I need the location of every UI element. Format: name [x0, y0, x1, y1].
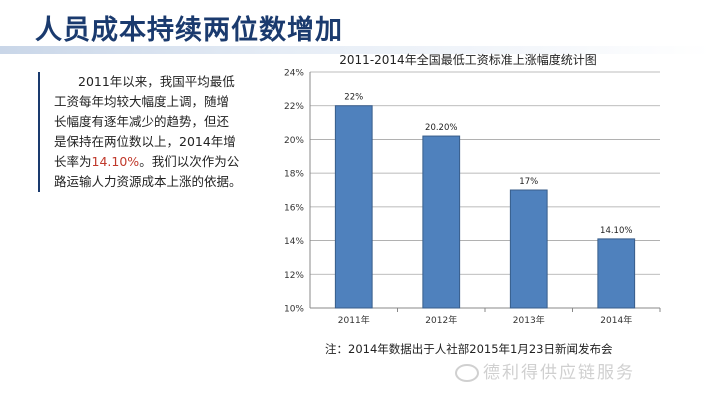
- title-divider: [0, 46, 711, 54]
- data-label: 20.20%: [425, 123, 457, 133]
- y-tick-label: 18%: [284, 170, 304, 180]
- text-line: 是保持在两位数以上，2014年增: [54, 134, 236, 149]
- y-tick-label: 10%: [284, 305, 304, 315]
- description-text: 2011年以来，我国平均最低 工资每年均较大幅度上调，随增 长幅度有逐年减少的趋…: [38, 72, 264, 192]
- bar: [422, 135, 461, 309]
- data-label: 14.10%: [600, 226, 632, 236]
- x-tick-label: 2014年: [600, 314, 632, 326]
- watermark: 德利得供应链服务: [455, 358, 635, 383]
- text-line: 工资每年均较大幅度上调，随增: [54, 94, 230, 109]
- x-tick-label: 2013年: [513, 314, 545, 326]
- y-tick-label: 20%: [284, 136, 304, 146]
- slide-title: 人员成本持续两位数增加: [35, 15, 343, 46]
- y-tick-label: 22%: [284, 102, 304, 112]
- watermark-text: 德利得供应链服务: [483, 363, 635, 383]
- text-line: 2011年以来，我国平均最低: [78, 74, 235, 89]
- bar-chart: 2011-2014年全国最低工资标准上涨幅度统计图 10% 12% 14% 16% 18…: [284, 52, 661, 327]
- data-label: 22%: [344, 93, 363, 103]
- data-label: 17%: [519, 177, 538, 187]
- footnote: 注：2014年数据出于人社部2015年1月23日新闻发布会: [325, 342, 613, 356]
- text-line-part: 。我们以次作为公: [139, 154, 240, 169]
- chart-labels: 10% 12% 14% 16% 18% 20% 22% 24% 22% 2011年 20.20% 20…: [284, 69, 632, 327]
- bar: [509, 189, 548, 309]
- wechat-icon: [455, 364, 479, 382]
- text-line-part: 长率为: [54, 154, 92, 169]
- text-line: 长幅度有逐年减少的趋势，但还: [54, 114, 230, 129]
- x-tick-label: 2012年: [425, 314, 457, 326]
- y-tick-label: 16%: [284, 203, 304, 213]
- text-line: 长率为14.10%。我们以次作为公: [54, 152, 264, 172]
- x-tick-label: 2011年: [338, 314, 370, 326]
- bar: [597, 238, 636, 309]
- y-tick-label: 12%: [284, 271, 304, 281]
- y-tick-label: 14%: [284, 237, 304, 247]
- chart-title: 2011-2014年全国最低工资标准上涨幅度统计图: [339, 52, 596, 67]
- bar: [334, 105, 373, 309]
- chart-bars: [334, 105, 636, 309]
- y-tick-label: 24%: [284, 69, 304, 79]
- highlight-value: 14.10%: [91, 154, 140, 169]
- text-line: 路运输人力资源成本上涨的依据。: [54, 174, 242, 189]
